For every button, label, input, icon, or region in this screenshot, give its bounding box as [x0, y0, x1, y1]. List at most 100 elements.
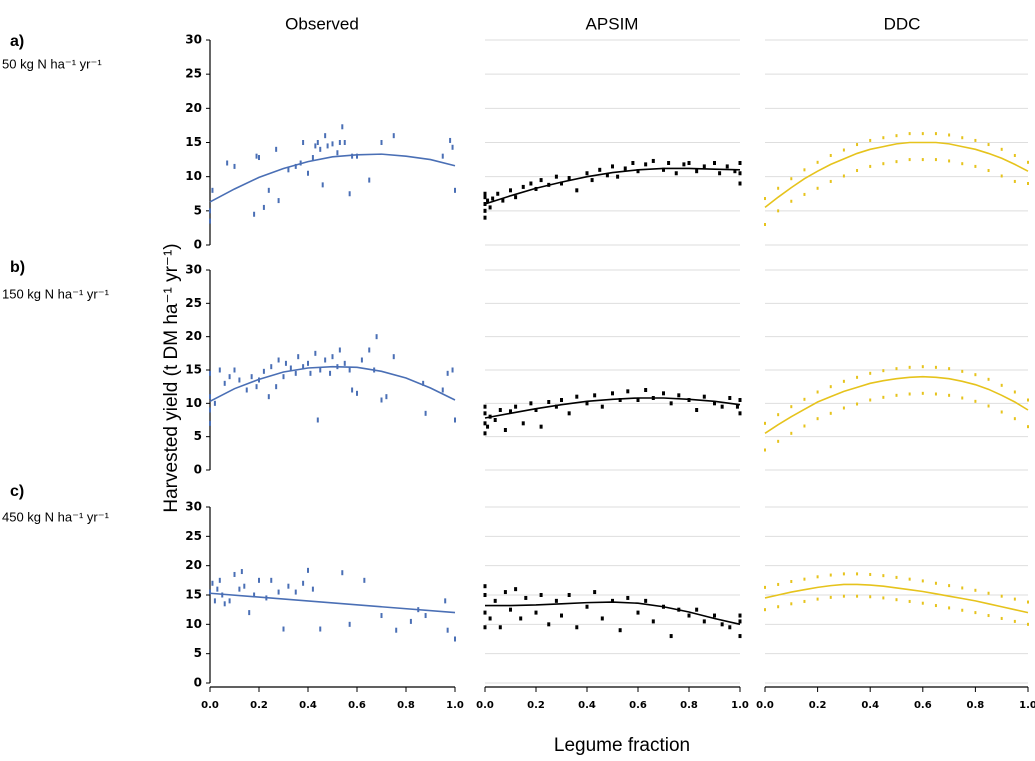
point	[921, 601, 924, 605]
point	[733, 169, 737, 174]
point	[218, 367, 221, 373]
point	[626, 389, 630, 394]
point	[539, 424, 543, 429]
point	[329, 370, 332, 376]
y-tick-label: 15	[185, 363, 202, 377]
point	[948, 159, 951, 163]
point	[575, 625, 579, 630]
point	[498, 625, 502, 630]
point	[816, 160, 819, 164]
x-tick-label: 0.4	[299, 700, 317, 711]
point	[483, 431, 487, 436]
point	[1000, 616, 1003, 620]
point	[483, 584, 487, 589]
point	[816, 597, 819, 601]
point	[921, 579, 924, 583]
point	[895, 393, 898, 397]
point	[240, 569, 243, 575]
point	[483, 610, 487, 615]
point	[600, 616, 604, 621]
point	[829, 153, 832, 157]
point	[1000, 174, 1003, 178]
point	[216, 586, 219, 592]
point	[816, 417, 819, 421]
point	[790, 602, 793, 606]
point	[738, 181, 742, 186]
point	[987, 143, 990, 147]
point	[209, 218, 211, 224]
point	[213, 598, 216, 604]
point	[667, 161, 671, 165]
point	[311, 586, 314, 592]
point	[451, 144, 454, 150]
point	[934, 158, 937, 162]
point	[277, 589, 280, 595]
point	[636, 610, 640, 615]
point	[287, 583, 290, 589]
x-tick-label: 0.6	[629, 700, 647, 711]
x-tick-label: 0.0	[201, 700, 219, 711]
point	[934, 581, 937, 585]
point	[921, 132, 924, 136]
point	[702, 394, 706, 399]
point	[829, 179, 832, 183]
point	[267, 394, 270, 400]
point	[321, 182, 324, 188]
point	[713, 613, 716, 618]
point	[1027, 622, 1029, 626]
row-label: 450 kg N ha⁻¹ yr⁻¹	[2, 509, 110, 524]
row-letter: a)	[10, 33, 24, 50]
point	[360, 357, 363, 363]
point	[702, 164, 706, 169]
point	[289, 365, 292, 371]
point	[319, 626, 322, 632]
point	[338, 140, 341, 145]
column-title: APSIM	[586, 14, 639, 33]
point	[728, 396, 732, 400]
point	[908, 365, 911, 369]
point	[790, 177, 793, 181]
x-tick-label: 0.2	[809, 700, 827, 711]
point	[948, 584, 951, 588]
point	[961, 369, 964, 373]
point	[238, 586, 241, 592]
point	[738, 634, 742, 639]
point	[226, 160, 229, 166]
point	[255, 384, 258, 390]
point	[987, 591, 990, 595]
point	[309, 370, 312, 376]
y-tick-label: 5	[194, 429, 202, 443]
point	[738, 613, 742, 618]
point	[882, 162, 885, 166]
point	[380, 397, 383, 403]
point	[948, 133, 951, 137]
x-tick-label: 0.0	[756, 700, 774, 711]
point	[302, 580, 305, 586]
point	[209, 394, 211, 400]
point	[764, 608, 766, 612]
point	[324, 133, 327, 139]
point	[486, 424, 490, 429]
point	[392, 354, 395, 360]
point	[777, 605, 780, 609]
point	[503, 590, 507, 595]
point	[547, 622, 551, 627]
point	[669, 634, 673, 639]
point	[356, 153, 358, 159]
point	[777, 439, 780, 443]
point	[842, 406, 845, 410]
point	[961, 586, 964, 590]
point	[539, 593, 543, 597]
point	[444, 598, 447, 604]
point	[702, 619, 706, 624]
point	[687, 161, 691, 165]
point	[738, 398, 742, 402]
point	[934, 132, 937, 136]
point	[380, 140, 383, 145]
point	[842, 174, 845, 178]
point	[233, 367, 236, 373]
point	[297, 354, 300, 360]
point	[392, 133, 395, 139]
point	[316, 417, 319, 423]
point	[1027, 398, 1029, 402]
